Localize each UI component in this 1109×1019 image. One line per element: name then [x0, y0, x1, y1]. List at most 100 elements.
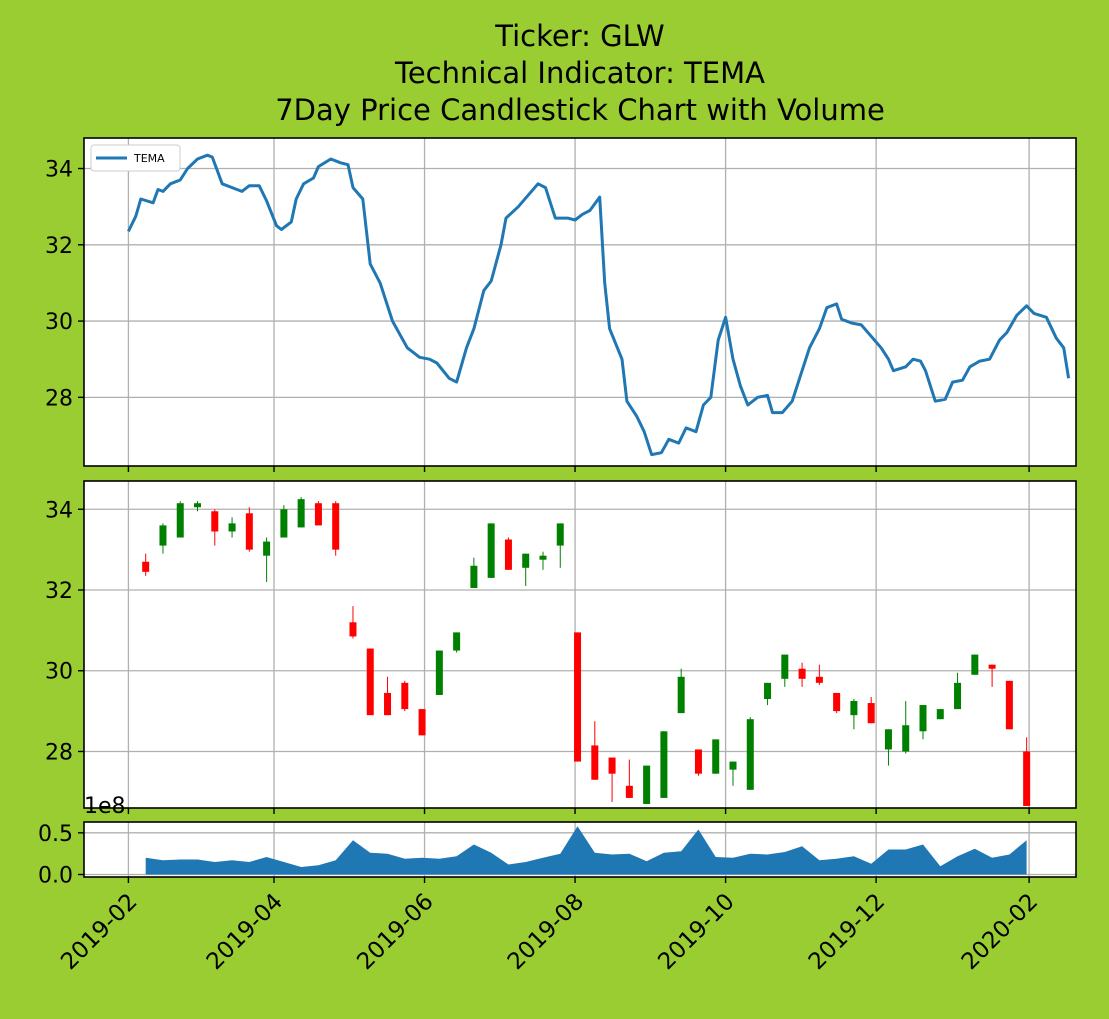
candle-down [694, 749, 702, 776]
candle-down [608, 757, 616, 802]
candle-up [263, 537, 271, 582]
candle-down [1005, 680, 1013, 730]
candle-body [712, 739, 720, 774]
candle-body [902, 725, 910, 752]
candle-down [798, 662, 806, 687]
candle-body [884, 729, 892, 750]
candle-up [660, 731, 668, 798]
candle-body [746, 719, 754, 790]
candle-up [936, 709, 944, 720]
candle-body [781, 654, 789, 679]
candle-up [539, 551, 547, 570]
volume-offset-label: 1e8 [84, 794, 126, 819]
x-tick-label: 2020-02 [957, 889, 1043, 975]
candle-up [902, 701, 910, 754]
volume-area [145, 826, 1027, 875]
volume-panel: 0.0 0.5 1e8 [38, 794, 1077, 889]
title-line-indicator: Technical Indicator: TEMA [394, 56, 765, 90]
x-tick-label: 2019-12 [804, 889, 890, 975]
candle-body [815, 676, 823, 683]
candle-down [211, 509, 219, 546]
candle-body [401, 682, 409, 710]
candle-up [954, 672, 962, 710]
candle-down [314, 501, 322, 526]
candle-down [245, 507, 253, 552]
candle-body [971, 654, 979, 675]
candle-body [798, 668, 806, 679]
candle-body [1023, 751, 1031, 806]
candle-body [764, 682, 772, 699]
candlestick-panel-frame [83, 480, 1077, 809]
candle-body [176, 503, 184, 538]
legend-label-tema: TEMA [133, 152, 165, 165]
x-axis: 2019-02 2019-04 2019-06 2019-08 2019-10 2019-… [56, 889, 1043, 975]
candle-down [574, 632, 582, 762]
candle-body [228, 523, 236, 532]
candle-body [435, 650, 443, 695]
candle-body [556, 523, 564, 546]
candle-body [988, 664, 996, 669]
candle-down [332, 501, 340, 556]
candle-up [176, 501, 184, 538]
candle-up [470, 557, 478, 588]
tema-line [127, 153, 1071, 457]
tema-panel-background [84, 138, 1076, 466]
candle-body [211, 511, 219, 532]
tema-panel-frame [83, 137, 1077, 467]
candle-down [366, 648, 374, 716]
title-line-ticker: Ticker: GLW [494, 19, 664, 53]
y-tick-label: 0.0 [38, 864, 73, 889]
candle-up [297, 497, 305, 528]
candle-down [591, 721, 599, 780]
x-tick-label: 2019-04 [202, 889, 288, 975]
candle-body [366, 648, 374, 716]
candle-up [435, 650, 443, 695]
candle-body [314, 503, 322, 526]
candle-down [384, 676, 392, 716]
candle-body [297, 499, 305, 528]
candle-up [487, 523, 495, 578]
candle-body [384, 692, 392, 716]
chart-title: Ticker: GLW Technical Indicator: TEMA 7D… [275, 19, 885, 127]
candle-body [522, 553, 530, 568]
candle-body [332, 503, 340, 550]
candle-body [660, 731, 668, 798]
candle-up [764, 682, 772, 706]
candle-down [349, 606, 357, 639]
candle-up [884, 729, 892, 766]
y-tick-label: 28 [45, 740, 73, 765]
candle-up [729, 761, 737, 786]
candle-body [245, 513, 253, 550]
y-tick-label: 34 [45, 498, 73, 523]
candle-up [228, 517, 236, 538]
candle-body [574, 632, 582, 762]
candle-down [988, 664, 996, 687]
candle-down [867, 696, 875, 724]
x-tick-label: 2019-08 [503, 889, 589, 975]
legend-box [90, 144, 181, 172]
candle-body [349, 622, 357, 637]
candle-up [712, 739, 720, 774]
candle-body [833, 692, 841, 712]
candle-body [643, 765, 651, 804]
candle-up [746, 717, 754, 790]
candle-down [504, 537, 512, 570]
candle-up [194, 501, 202, 512]
candle-up [850, 699, 858, 730]
candle-body [625, 785, 633, 798]
candle-body [1005, 680, 1013, 730]
candle-up [677, 668, 685, 714]
candle-body [504, 539, 512, 570]
candle-body [954, 682, 962, 710]
candle-down [1023, 737, 1031, 806]
x-tick-label: 2019-02 [56, 889, 142, 975]
candle-body [470, 565, 478, 588]
candle-body [694, 749, 702, 774]
candle-body [539, 555, 547, 560]
candle-body [850, 701, 858, 716]
y-tick-label: 32 [45, 234, 73, 259]
candle-body [159, 525, 167, 546]
candle-body [936, 709, 944, 720]
candle-body [418, 709, 426, 736]
